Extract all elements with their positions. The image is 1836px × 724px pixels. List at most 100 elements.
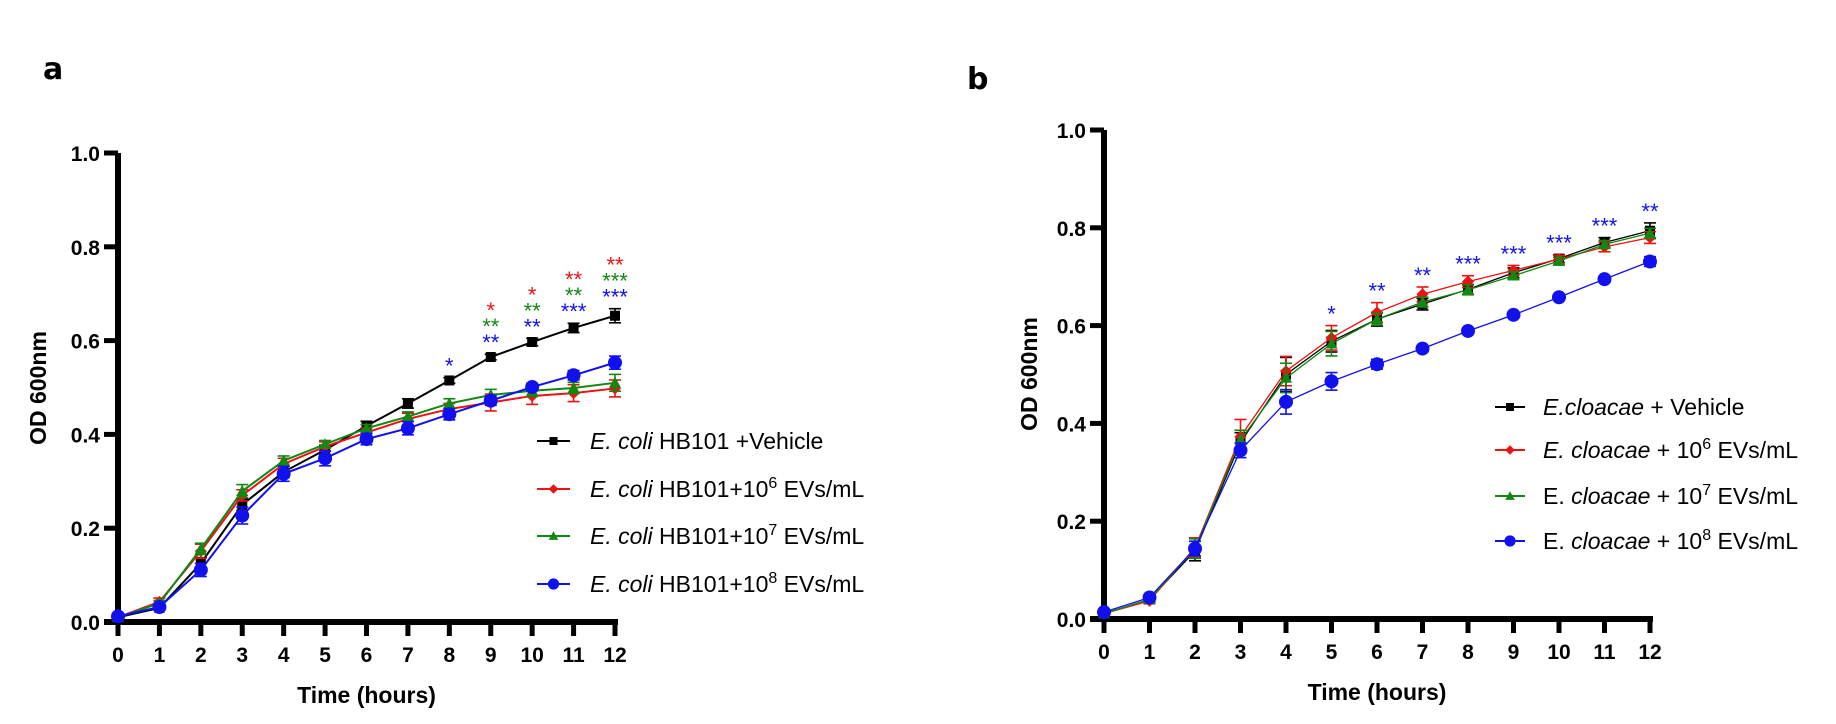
y-tick-label: 0.6 — [1057, 316, 1086, 339]
data-point — [1416, 296, 1429, 307]
data-point — [1324, 374, 1339, 389]
x-tick-label: 8 — [443, 644, 455, 667]
data-point — [193, 562, 208, 577]
data-point — [1371, 306, 1383, 319]
data-point — [235, 508, 250, 523]
data-point — [360, 422, 373, 434]
x-tick-label: 1 — [154, 644, 166, 667]
legend-rest: + Vehicle — [1644, 394, 1744, 420]
significance-stars: * — [1327, 302, 1336, 327]
legend-rest: + 10 — [1650, 437, 1702, 463]
legend-rest: HB101+10 — [653, 571, 769, 597]
legend-species: cloacae — [1571, 483, 1650, 509]
significance-stars: * — [486, 298, 495, 323]
y-tick-label: 0.8 — [71, 237, 101, 260]
legend-item: E. coli HB101+108 EVs/mL — [537, 570, 864, 597]
x-tick-label: 10 — [1547, 641, 1570, 664]
data-point — [237, 499, 248, 510]
y-tick-label: 0.8 — [1057, 218, 1087, 241]
significance-stars: ** — [482, 330, 500, 355]
legend-superscript: 8 — [768, 570, 777, 587]
data-point — [567, 381, 580, 393]
data-point — [400, 421, 415, 436]
x-tick-label: 3 — [236, 644, 248, 667]
x-tick-label: 11 — [1593, 641, 1616, 664]
legend-species: E.cloacae — [1543, 394, 1644, 420]
y-tick-label: 0.0 — [71, 612, 100, 635]
data-point — [152, 599, 167, 614]
legend-label: E. coli HB101+106 EVs/mL — [590, 475, 864, 502]
data-point — [194, 542, 207, 554]
data-point — [566, 368, 581, 383]
x-tick-label: 6 — [361, 644, 373, 667]
y-axis-title: OD 600nm — [1016, 317, 1042, 431]
x-axis-title: Time (hours) — [297, 682, 436, 708]
series-circle — [111, 355, 622, 624]
data-point — [443, 397, 456, 409]
data-point — [1279, 394, 1293, 409]
y-tick-label: 0.4 — [71, 424, 101, 447]
data-point — [444, 375, 455, 386]
legend-prefix: E. — [1543, 528, 1571, 554]
data-point — [1552, 290, 1566, 305]
y-tick-label: 1.0 — [1057, 120, 1086, 143]
y-axis-title: OD 600nm — [25, 331, 51, 445]
legend-marker — [1505, 491, 1515, 500]
legend-marker — [1505, 445, 1515, 455]
legend-rest: HB101 +Vehicle — [653, 428, 824, 454]
significance-stars: ** — [565, 283, 583, 308]
significance-stars: *** — [1546, 231, 1572, 256]
series-line — [117, 314, 616, 619]
data-point — [1097, 605, 1111, 620]
data-point — [1188, 541, 1202, 556]
data-point — [442, 407, 457, 422]
data-point — [485, 352, 496, 363]
significance-stars: *** — [1501, 241, 1527, 266]
x-tick-label: 12 — [603, 644, 626, 667]
legend-marker — [547, 578, 560, 590]
y-tick-label: 0.4 — [1057, 413, 1087, 436]
significance-stars: ** — [1414, 263, 1432, 288]
x-tick-label: 2 — [1189, 641, 1201, 664]
significance-stars: *** — [602, 269, 628, 294]
legend-marker — [548, 484, 559, 494]
y-tick-label: 0.2 — [71, 518, 100, 541]
legend-unit: EVs/mL — [777, 523, 864, 549]
panel-label-a: a — [43, 52, 64, 87]
data-point — [1370, 357, 1384, 372]
data-point — [319, 438, 332, 450]
legend-label: E. cloacae + 107 EVs/mL — [1543, 482, 1798, 509]
x-tick-label: 9 — [485, 644, 497, 667]
significance-stars: * — [445, 354, 454, 379]
x-tick-label: 5 — [319, 644, 331, 667]
x-tick-label: 9 — [1508, 641, 1520, 664]
x-tick-label: 0 — [112, 644, 124, 667]
data-point — [1598, 238, 1611, 250]
data-point — [236, 485, 249, 496]
x-tick-label: 6 — [1371, 641, 1383, 664]
data-point — [1325, 337, 1338, 349]
legend-label: E. coli HB101+107 EVs/mL — [590, 522, 864, 549]
data-point — [1506, 307, 1521, 322]
legend-superscript: 6 — [768, 475, 777, 492]
legend-unit: EVs/mL — [1711, 483, 1798, 509]
significance-stars: ** — [524, 314, 542, 339]
data-point — [1643, 254, 1657, 269]
data-point — [402, 398, 413, 409]
x-tick-label: 7 — [402, 644, 414, 667]
significance-stars: ** — [606, 253, 624, 278]
legend-label: E. coli HB101 +Vehicle — [590, 428, 823, 454]
legend-label: E. coli HB101+108 EVs/mL — [590, 570, 864, 597]
significance-stars: ** — [524, 298, 542, 323]
data-point — [1462, 283, 1474, 295]
data-point — [610, 310, 620, 321]
data-point — [1415, 341, 1430, 356]
x-tick-label: 5 — [1326, 641, 1338, 664]
legend-unit: EVs/mL — [777, 571, 864, 597]
legend-rest: + 10 — [1650, 528, 1702, 554]
x-tick-label: 11 — [562, 644, 585, 667]
significance-stars: ** — [1641, 199, 1659, 224]
x-tick-label: 4 — [1280, 641, 1292, 664]
legend-unit: EVs/mL — [1711, 437, 1798, 463]
